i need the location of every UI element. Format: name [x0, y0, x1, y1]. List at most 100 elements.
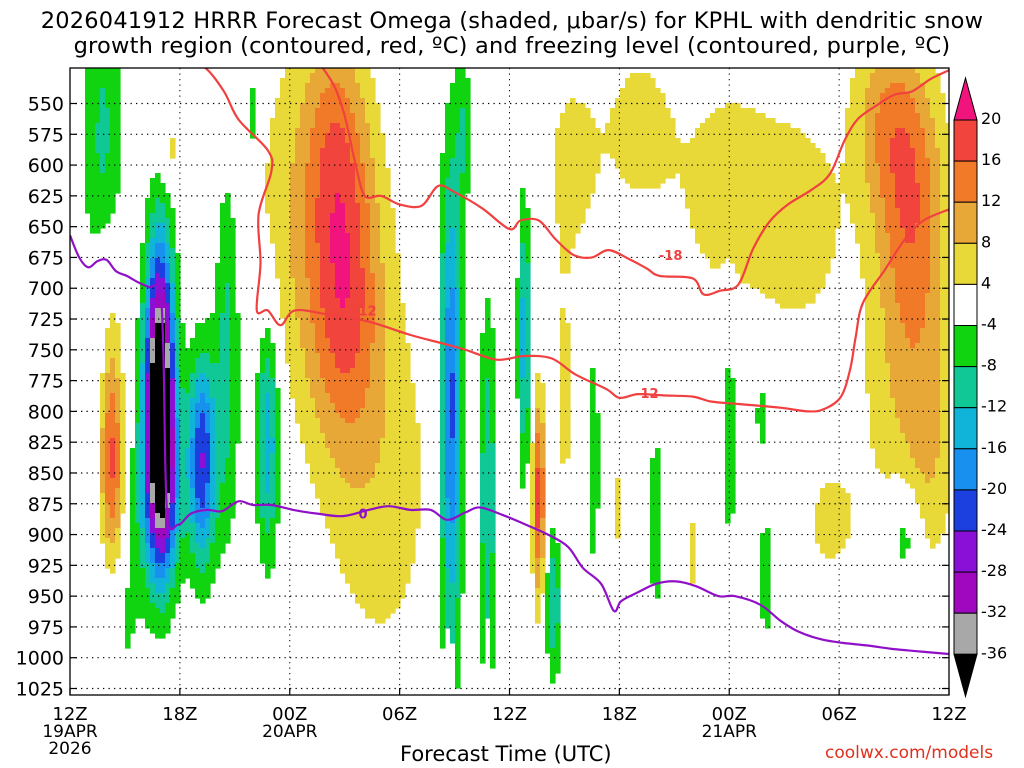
omega-cell — [345, 423, 351, 484]
omega-cell — [265, 328, 271, 359]
omega-cell — [895, 208, 901, 304]
omega-cell — [455, 518, 461, 599]
colorbar-band — [953, 571, 978, 614]
omega-heatmap — [85, 68, 949, 689]
omega-cell — [765, 118, 771, 299]
omega-cell — [200, 573, 206, 604]
contour-minus18 — [321, 68, 949, 296]
omega-cell — [270, 453, 276, 519]
omega-cell — [145, 338, 151, 374]
omega-cell — [880, 308, 886, 474]
omega-cell — [485, 378, 491, 619]
omega-cell — [595, 413, 601, 509]
omega-cell — [165, 568, 171, 584]
omega-cell — [450, 228, 456, 289]
y-tick-label: 975 — [28, 617, 64, 639]
omega-cell — [345, 68, 351, 99]
colorbar-band — [953, 407, 978, 450]
contour-freezing-level — [70, 234, 949, 656]
omega-cell — [525, 408, 531, 464]
omega-cell — [320, 433, 326, 514]
x-tick-date: 21APR — [702, 722, 758, 742]
omega-cell — [110, 313, 116, 359]
colorbar-label: 12 — [981, 191, 1001, 210]
omega-cell — [320, 148, 326, 309]
omega-cell — [150, 363, 156, 484]
omega-cell — [825, 483, 831, 559]
y-tick-label: 950 — [28, 586, 64, 608]
omega-cell — [350, 488, 356, 594]
omega-cell — [310, 128, 316, 324]
colorbar-label: -8 — [981, 356, 997, 375]
omega-cell — [830, 483, 836, 559]
omega-cell — [160, 553, 166, 564]
omega-cell — [155, 548, 161, 564]
omega-cell — [540, 518, 546, 559]
omega-cell — [445, 568, 451, 629]
colorbar-label: -28 — [981, 561, 1007, 580]
omega-cell — [110, 393, 116, 439]
omega-cell — [385, 168, 391, 619]
y-tick-label: 625 — [28, 186, 64, 208]
x-tick-label: 00Z — [272, 704, 307, 725]
omega-cell — [560, 113, 566, 274]
contour-label: -12 — [353, 304, 377, 319]
omega-cell — [255, 373, 261, 524]
omega-cell — [685, 143, 691, 209]
omega-cell — [720, 108, 726, 264]
omega-cell — [330, 353, 336, 404]
omega-cell — [550, 558, 556, 649]
omega-cell — [270, 343, 276, 379]
omega-cell — [330, 68, 336, 84]
omega-cell — [145, 563, 151, 589]
omega-cell — [865, 68, 871, 89]
omega-cell — [150, 298, 156, 319]
omega-cell — [165, 368, 171, 494]
omega-cell — [660, 93, 666, 184]
omega-cell — [345, 373, 351, 424]
omega-cell — [165, 538, 171, 554]
omega-cell — [910, 68, 916, 99]
y-tick-label: 850 — [28, 463, 64, 485]
omega-cell — [155, 608, 161, 639]
omega-cell — [150, 238, 156, 259]
omega-cell — [900, 128, 906, 229]
omega-cell — [100, 428, 106, 494]
omega-cell — [165, 218, 171, 244]
omega-cell — [205, 403, 211, 434]
colorbar-label: 8 — [981, 232, 991, 251]
omega-cell — [390, 208, 396, 614]
omega-cell — [315, 418, 321, 499]
omega-cell — [580, 103, 586, 224]
omega-cell — [750, 108, 756, 289]
contour-label: 0 — [358, 508, 367, 523]
omega-cell — [900, 228, 906, 324]
y-tick-label: 925 — [28, 555, 64, 577]
omega-cell — [485, 298, 491, 379]
omega-cell — [340, 373, 346, 419]
omega-cell — [350, 163, 356, 369]
omega-cell — [155, 293, 161, 309]
omega-cell — [315, 243, 321, 354]
omega-cell — [175, 318, 181, 369]
omega-cell — [355, 203, 361, 354]
omega-cell — [360, 163, 366, 269]
omega-cell — [200, 548, 206, 574]
omega-cell — [780, 123, 786, 309]
omega-cell — [325, 88, 331, 134]
omega-cell — [535, 373, 541, 409]
omega-cell — [205, 318, 211, 354]
omega-cell — [160, 243, 166, 264]
omega-cell — [230, 218, 236, 519]
omega-cell — [100, 173, 106, 229]
omega-cell — [155, 273, 161, 294]
omega-cell — [760, 393, 766, 444]
omega-cell — [570, 98, 576, 249]
omega-cell — [275, 388, 281, 524]
omega-cell — [305, 68, 311, 84]
omega-cell — [760, 533, 766, 619]
omega-cell — [190, 373, 196, 399]
omega-cell — [310, 73, 316, 129]
omega-cell — [790, 128, 796, 309]
omega-cell — [265, 163, 271, 214]
